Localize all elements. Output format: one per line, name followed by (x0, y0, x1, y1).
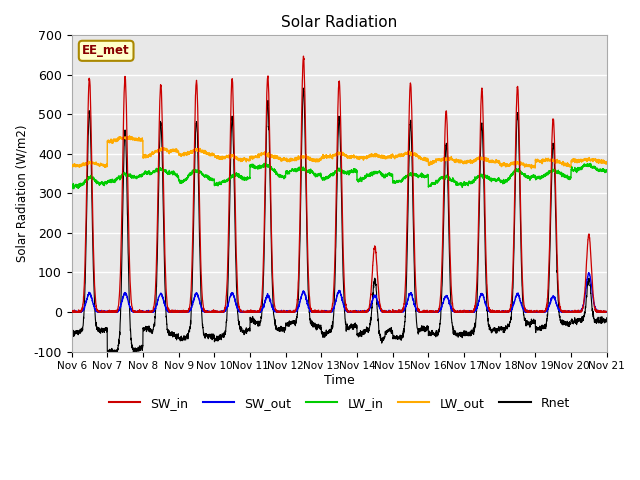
SW_out (585, 270, 593, 276)
SW_in (300, 53, 307, 59)
SW_out (218, 309, 225, 315)
Line: SW_in: SW_in (72, 56, 607, 312)
LW_in (218, 180, 225, 186)
Rnet (552, 232, 560, 238)
SW_in (392, 308, 399, 313)
SW_out (552, 300, 560, 305)
SW_out (392, 309, 399, 314)
Y-axis label: Solar Radiation (W/m2): Solar Radiation (W/m2) (15, 125, 28, 262)
LW_in (182, 176, 190, 181)
LW_out (182, 152, 190, 158)
SW_in (68, 309, 76, 315)
SW_in (182, 308, 190, 314)
LW_out (68, 162, 76, 168)
LW_out (527, 166, 535, 171)
Rnet (603, 318, 611, 324)
LW_out (218, 155, 225, 160)
Rnet (603, 315, 611, 321)
LW_in (603, 168, 611, 173)
LW_out (126, 133, 134, 139)
Legend: SW_in, SW_out, LW_in, LW_out, Rnet: SW_in, SW_out, LW_in, LW_out, Rnet (104, 392, 575, 415)
LW_in (70, 186, 77, 192)
SW_in (603, 309, 611, 314)
Rnet (218, 335, 225, 340)
Line: Rnet: Rnet (72, 88, 607, 355)
Rnet (108, 352, 115, 358)
LW_out (401, 150, 408, 156)
LW_out (392, 154, 399, 160)
SW_out (182, 309, 190, 315)
LW_in (603, 168, 611, 173)
Rnet (300, 85, 307, 91)
SW_out (603, 309, 611, 315)
SW_out (68, 309, 76, 315)
Rnet (401, 319, 408, 324)
LW_in (401, 174, 408, 180)
Rnet (392, 335, 399, 340)
X-axis label: Time: Time (324, 374, 355, 387)
Text: EE_met: EE_met (83, 44, 130, 57)
LW_out (603, 161, 611, 167)
SW_out (68, 309, 76, 315)
SW_in (552, 204, 560, 209)
Line: LW_in: LW_in (72, 163, 607, 189)
SW_out (603, 309, 611, 315)
LW_in (68, 183, 76, 189)
LW_in (260, 160, 268, 166)
Line: LW_out: LW_out (72, 136, 607, 168)
SW_in (401, 296, 408, 301)
Rnet (68, 331, 76, 337)
LW_in (552, 169, 560, 175)
Title: Solar Radiation: Solar Radiation (281, 15, 397, 30)
LW_out (552, 158, 560, 164)
Line: SW_out: SW_out (72, 273, 607, 312)
SW_in (217, 309, 225, 315)
LW_in (392, 180, 399, 185)
LW_out (603, 159, 611, 165)
SW_out (401, 307, 408, 312)
Rnet (182, 333, 190, 339)
SW_in (602, 309, 610, 315)
